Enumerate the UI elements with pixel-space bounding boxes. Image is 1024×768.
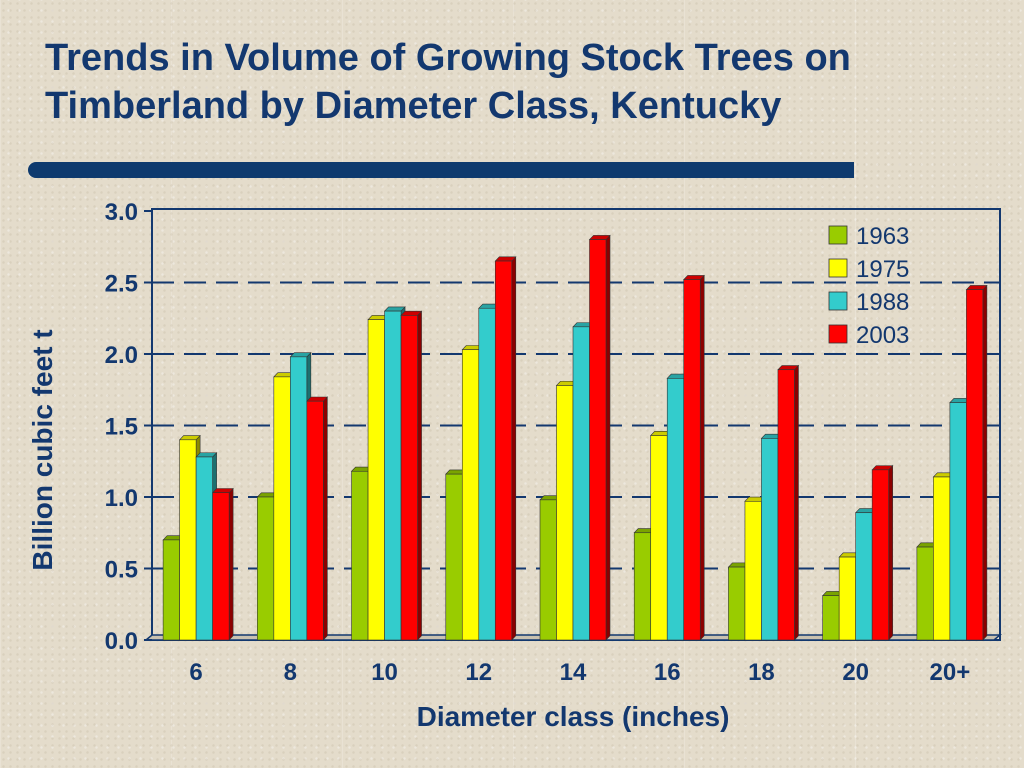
title-line-2: Timberland by Diameter Class, Kentucky bbox=[45, 85, 782, 127]
x-tick-label: 14 bbox=[560, 659, 587, 686]
bar-2003-14 bbox=[588, 234, 611, 641]
y-tick-label: 0.0 bbox=[105, 628, 138, 655]
x-tick-label: 12 bbox=[465, 659, 492, 686]
legend-swatch bbox=[828, 258, 848, 278]
bar-2003-16 bbox=[683, 274, 705, 641]
y-tick-label: 1.5 bbox=[105, 414, 138, 441]
x-axis-ticks: 6 8 10 12 14 16 18 20 20+ bbox=[189, 659, 970, 686]
x-tick-label: 16 bbox=[654, 659, 681, 686]
x-tick-label: 20 bbox=[842, 659, 869, 686]
bar-2003-12 bbox=[494, 256, 517, 641]
bar-2003-20 bbox=[871, 464, 894, 641]
legend-swatch bbox=[828, 324, 848, 344]
y-axis-title: Billion cubic feet t bbox=[27, 329, 58, 570]
legend-swatch bbox=[828, 225, 848, 245]
legend-label: 2003 bbox=[856, 322, 909, 349]
legend-label: 1963 bbox=[856, 223, 909, 250]
x-tick-label: 8 bbox=[284, 659, 297, 686]
x-axis-title: Diameter class (inches) bbox=[417, 701, 730, 732]
title-line-1: Trends in Volume of Growing Stock Trees … bbox=[45, 37, 851, 79]
x-tick-label: 6 bbox=[189, 659, 202, 686]
legend-item-1963: 1963 bbox=[828, 223, 909, 250]
legend-label: 1988 bbox=[856, 289, 909, 316]
bar-2003-18 bbox=[777, 364, 800, 641]
y-tick-label: 2.5 bbox=[105, 271, 138, 298]
chart-title: Trends in Volume of Growing Stock Trees … bbox=[45, 34, 1020, 130]
y-tick-label: 0.5 bbox=[105, 557, 138, 584]
bar-2003-8 bbox=[306, 396, 329, 641]
bar-2003-6 bbox=[211, 487, 234, 641]
legend-swatch bbox=[828, 291, 848, 311]
legend: 1963 1975 1988 2003 bbox=[828, 223, 909, 349]
y-tick-label: 2.0 bbox=[105, 342, 138, 369]
legend-item-1988: 1988 bbox=[828, 289, 909, 316]
x-tick-label: 10 bbox=[371, 659, 398, 686]
legend-label: 1975 bbox=[856, 256, 909, 283]
bars bbox=[162, 234, 988, 641]
x-tick-label: 18 bbox=[748, 659, 775, 686]
bar-2003-10 bbox=[400, 310, 423, 641]
bar-2003-20+ bbox=[965, 284, 988, 641]
title-underline-bar bbox=[28, 162, 854, 178]
y-tick-label: 3.0 bbox=[105, 199, 138, 226]
legend-item-1975: 1975 bbox=[828, 256, 909, 283]
y-axis-ticks: 0.0 0.5 1.0 1.5 2.0 2.5 3.0 bbox=[105, 199, 152, 655]
y-tick-label: 1.0 bbox=[105, 485, 138, 512]
legend-item-2003: 2003 bbox=[828, 322, 909, 349]
x-tick-label: 20+ bbox=[930, 659, 971, 686]
